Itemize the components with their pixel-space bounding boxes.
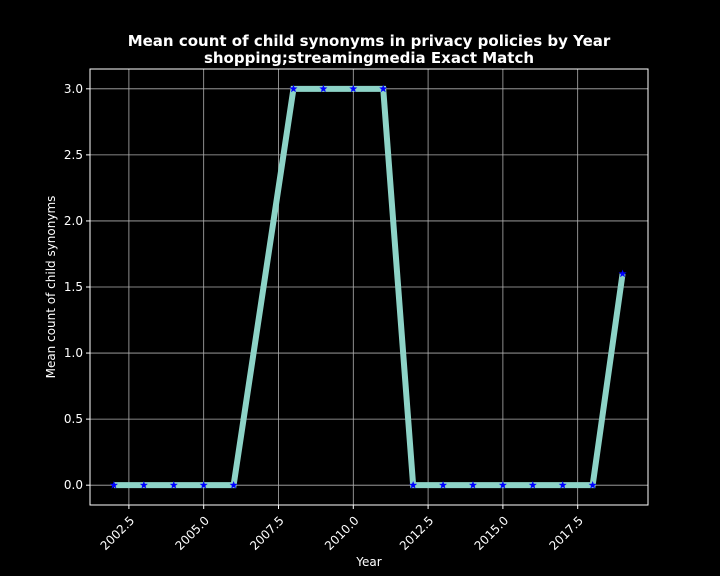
data-point [169,480,178,489]
data-point [558,480,567,489]
y-tick-label: 1.5 [64,280,83,294]
plot-area [109,84,627,489]
data-point [289,84,298,93]
data-point [199,480,208,489]
data-point [439,480,448,489]
data-point [588,480,597,489]
y-tick-label: 2.0 [64,214,83,228]
data-point [468,480,477,489]
y-tick-label: 2.5 [64,148,83,162]
y-tick-label: 3.0 [64,82,83,96]
y-tick-label: 0.5 [64,412,83,426]
data-point [139,480,148,489]
y-tick-label: 1.0 [64,346,83,360]
data-point [528,480,537,489]
y-tick-label: 0.0 [64,478,83,492]
data-point [349,84,358,93]
y-axis-ticks: 0.0 0.5 1.0 1.5 2.0 2.5 3.0 [64,82,90,492]
data-point [409,480,418,489]
x-axis-label: Year [355,555,381,569]
data-point [618,269,627,278]
data-point [109,480,118,489]
chart-subtitle: shopping;streamingmedia Exact Match [204,49,534,67]
data-point [229,480,238,489]
chart-title: Mean count of child synonyms in privacy … [128,32,611,50]
data-point [498,480,507,489]
data-point [379,84,388,93]
data-point [319,84,328,93]
y-axis-label: Mean count of child synonyms [44,196,58,379]
